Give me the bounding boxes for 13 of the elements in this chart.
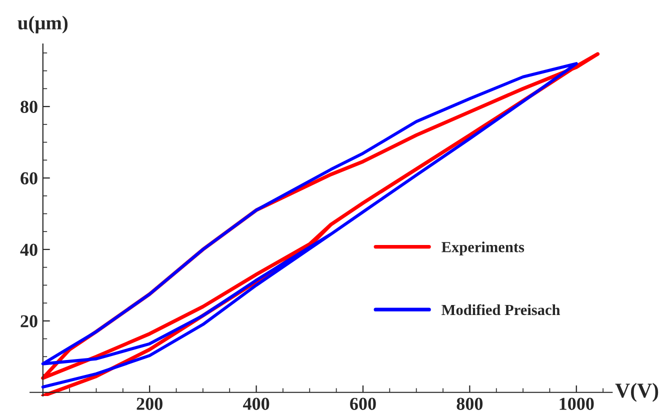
- y-tick-label: 60: [20, 172, 38, 184]
- x-axis-title: V(V): [615, 382, 658, 402]
- legend-label: Experiments: [442, 242, 524, 256]
- x-tick-label: 400: [243, 398, 270, 410]
- y-axis-title: u(μm): [18, 16, 68, 34]
- y-tick-label: 40: [20, 244, 38, 256]
- x-tick-label: 1000: [560, 398, 594, 410]
- x-tick-label: 800: [456, 398, 483, 410]
- x-tick-label: 200: [136, 398, 162, 410]
- legend-label: Modified Preisach: [442, 304, 560, 316]
- x-tick-label: 600: [350, 398, 376, 410]
- y-tick-label: 80: [20, 100, 38, 113]
- y-tick-label: 20: [20, 315, 38, 328]
